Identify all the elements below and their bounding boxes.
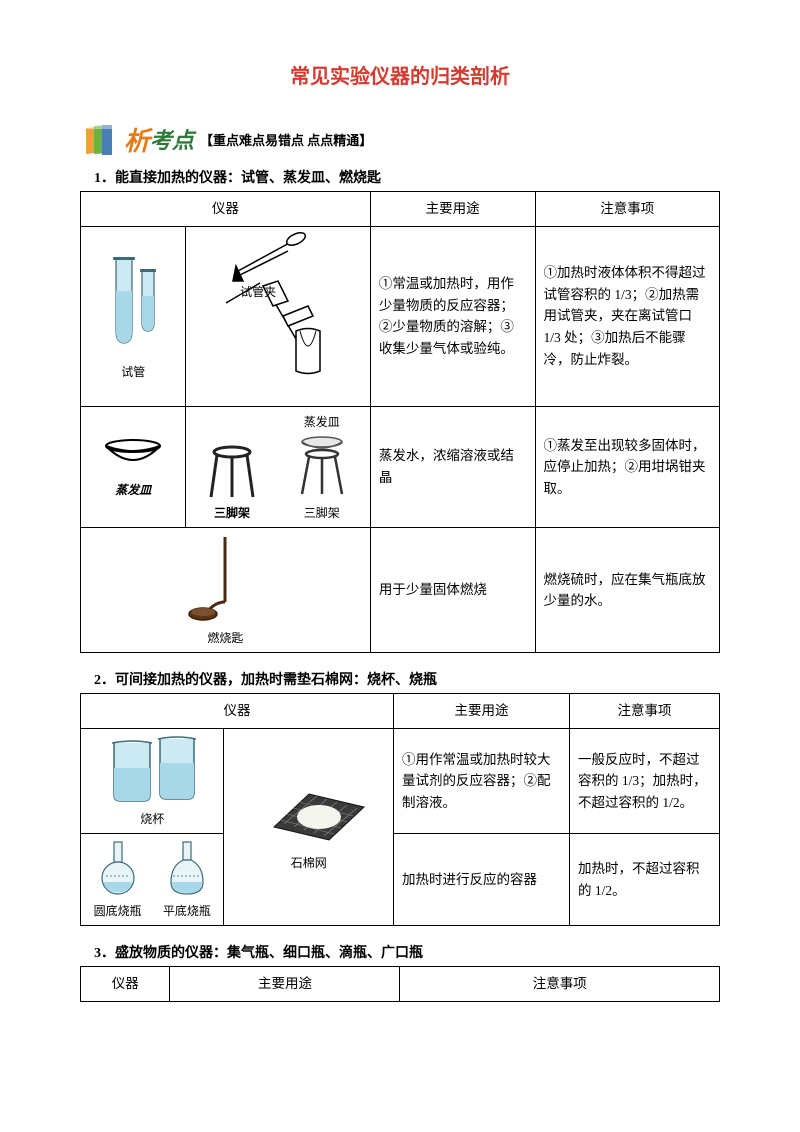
use-cell: ①常温或加热时，用作少量物质的反应容器；②少量物质的溶解；③收集少量气体或验纯。 [370,226,535,406]
section2-heading: 2．可间接加热的仪器，加热时需垫石棉网：烧杯、烧瓶 [94,669,720,689]
banner-char2: 考点 [150,123,194,155]
table-row: 蒸发皿 三脚架 蒸发皿 [81,406,720,527]
col-apparatus: 仪器 [81,967,170,1002]
table-header-row: 仪器 主要用途 注意事项 [81,694,720,729]
tripod-dish-icon [292,432,352,502]
table-row: 燃烧匙 用于少量固体燃烧 燃烧硫时，应在集气瓶底放少量的水。 [81,528,720,653]
apparatus-clamp: 试管夹 [186,226,370,406]
apparatus-flask: 圆底烧瓶 平底烧瓶 [81,834,224,926]
caption: 试管 [83,363,183,382]
table-1: 仪器 主要用途 注意事项 试管 [80,191,720,653]
table-row: 试管 试管夹 ①常温或加热时， [81,226,720,406]
tripod-icon [205,442,260,502]
banner-sub: 【重点难点易错点 点点精通】 [200,130,372,149]
caption: 烧杯 [83,810,221,829]
caption: 石棉网 [226,854,391,873]
note-cell: 加热时，不超过容积的 1/2。 [570,834,720,926]
table-row: 烧杯 石棉网 ①用作常温或加热时较大量试剂的反应容器；②配制溶液。 一般反应时，… [81,728,720,833]
table-header-row: 仪器 主要用途 注意事项 [81,967,720,1002]
caption: 蒸发皿 [292,413,352,432]
col-apparatus: 仪器 [81,694,394,729]
clamp-heating-icon [208,231,348,381]
table-2: 仪器 主要用途 注意事项 烧杯 [80,693,720,926]
caption: 试管夹 [168,283,347,302]
evapdish-icon [98,434,168,479]
use-cell: 加热时进行反应的容器 [393,834,569,926]
page-title: 常见实验仪器的归类剖析 [80,60,720,89]
section1-heading: 1．能直接加热的仪器：试管、蒸发皿、燃烧匙 [94,167,720,187]
caption: 三脚架 [292,504,352,523]
caption: 平底烧瓶 [163,902,211,921]
note-cell: ①加热时液体体积不得超过试管容积的 1/3；②加热需用试管夹，夹在离试管口 1/… [535,226,719,406]
apparatus-gauze: 石棉网 [224,728,394,925]
col-note: 注意事项 [535,192,719,227]
caption: 圆底烧瓶 [94,902,142,921]
gauze-icon [249,782,369,852]
col-note: 注意事项 [400,967,720,1002]
table-3: 仪器 主要用途 注意事项 [80,966,720,1002]
spoon-icon [165,532,285,627]
flatflask-icon [165,838,209,900]
table-header-row: 仪器 主要用途 注意事项 [81,192,720,227]
use-cell: 蒸发水，浓缩溶液或结晶 [370,406,535,527]
banner: 析 考点 【重点难点易错点 点点精通】 [80,119,720,159]
beaker-icon [102,733,202,808]
note-cell: 一般反应时，不超过容积的 1/3；加热时，不超过容积的 1/2。 [570,728,720,833]
note-cell: ①蒸发至出现较多固体时，应停止加热；②用坩埚钳夹取。 [535,406,719,527]
apparatus-evapdish: 蒸发皿 [81,406,186,527]
note-cell: 燃烧硫时，应在集气瓶底放少量的水。 [535,528,719,653]
caption: 蒸发皿 [83,481,183,500]
testtube-icon [98,251,168,361]
caption: 三脚架 [205,504,260,523]
col-use: 主要用途 [393,694,569,729]
apparatus-spoon: 燃烧匙 [81,528,371,653]
section3-heading: 3．盛放物质的仪器：集气瓶、细口瓶、滴瓶、广口瓶 [94,942,720,962]
apparatus-tripod: 三脚架 蒸发皿 三脚架 [186,406,370,527]
banner-char1: 析 [124,121,150,158]
col-note: 注意事项 [570,694,720,729]
col-use: 主要用途 [170,967,400,1002]
col-apparatus: 仪器 [81,192,371,227]
col-use: 主要用途 [370,192,535,227]
table-row: 圆底烧瓶 平底烧瓶 加热时进行反应的容器 加热时，不超过容积的 1/2。 [81,834,720,926]
apparatus-beaker: 烧杯 [81,728,224,833]
books-icon [80,119,120,159]
apparatus-testtube: 试管 [81,226,186,406]
roundflask-icon [96,838,140,900]
use-cell: 用于少量固体燃烧 [370,528,535,653]
caption: 燃烧匙 [83,629,368,648]
title-text: 常见实验仪器的归类剖析 [290,66,510,88]
use-cell: ①用作常温或加热时较大量试剂的反应容器；②配制溶液。 [393,728,569,833]
